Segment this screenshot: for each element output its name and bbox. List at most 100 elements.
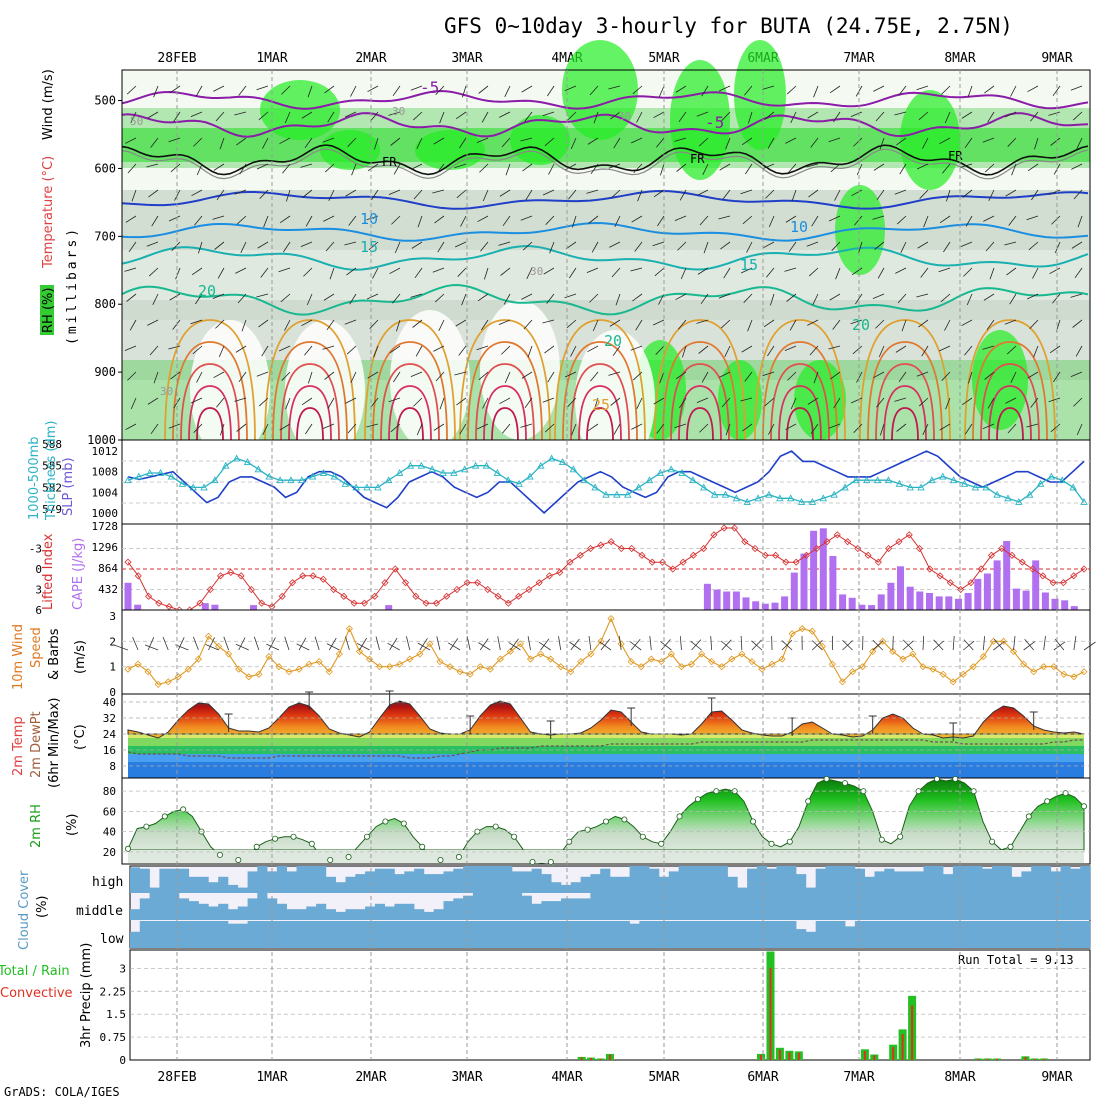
- surface-barb-78: [902, 639, 914, 651]
- barb-207: [435, 371, 445, 382]
- thickness-point-15: [287, 476, 295, 484]
- barb-450: [828, 137, 841, 143]
- thickness-point-48: [645, 476, 654, 484]
- barb-171: [393, 163, 401, 175]
- barb-296: [587, 137, 599, 145]
- barb-301: [586, 267, 599, 273]
- cloud-cell-0-81: [923, 866, 934, 893]
- cloud-cell-2-65: [766, 921, 777, 948]
- cloud-cell-1-86: [972, 893, 983, 920]
- barb-214: [456, 189, 467, 199]
- barb-580: [1028, 241, 1039, 251]
- barb-309: [610, 111, 621, 120]
- barb-514: [921, 345, 929, 357]
- barb-224: [478, 85, 489, 94]
- thickness-point-27: [417, 461, 426, 469]
- barb-300: [591, 241, 599, 253]
- barb-182: [410, 85, 423, 91]
- rh2m-point-68: [750, 818, 757, 825]
- lifted-index-point-26: [391, 565, 399, 573]
- cloud-cell-0-86: [972, 866, 983, 893]
- barb-109: [281, 371, 291, 381]
- barb-240: [501, 137, 511, 148]
- cloud-cell-1-38: [502, 893, 513, 920]
- barb-139: [322, 423, 335, 429]
- barb-102: [286, 189, 291, 202]
- thickness-point-38: [537, 461, 545, 469]
- barb-574: [1027, 85, 1039, 93]
- barb-439: [811, 215, 819, 227]
- barb-525: [938, 267, 951, 273]
- barb-53: [196, 371, 203, 383]
- cloud-cell-0-60: [717, 866, 728, 893]
- barb-430: [784, 345, 797, 351]
- barb-227: [479, 163, 489, 173]
- cloud-cell-1-6: [188, 901, 199, 920]
- barb-563: [1011, 163, 1017, 176]
- barb-63: [217, 267, 225, 279]
- cloud-cell-2-13: [257, 921, 268, 948]
- barb-231: [484, 267, 489, 280]
- thickness-point-34: [493, 469, 502, 476]
- barb-517: [922, 423, 929, 435]
- surface-barb-37: [497, 636, 501, 651]
- cloud-cell-0-8: [208, 882, 219, 893]
- rh2m-point-32: [419, 843, 426, 850]
- surface-barb-0: [114, 644, 129, 651]
- barb-25: [153, 371, 159, 384]
- barb-330: [632, 293, 643, 302]
- thickness-point-33: [482, 461, 491, 469]
- wind10m-units: (m/s): [73, 640, 88, 674]
- cloud-cell-2-27: [394, 921, 405, 948]
- thickness-point-28: [428, 465, 436, 473]
- barb-550: [988, 189, 995, 201]
- barb-13: [125, 423, 137, 431]
- wind-point-42: [547, 655, 555, 663]
- cloud-cell-0-28: [404, 871, 415, 893]
- cloud-cell-0-84: [952, 866, 963, 893]
- barb-108: [278, 345, 291, 352]
- precip-label: 3hr Precip (mm): [79, 943, 94, 1048]
- wind-point-88: [1009, 647, 1018, 656]
- thickness-point-72: [906, 483, 914, 491]
- barb-322: [632, 85, 643, 95]
- cloud-cell-2-74: [854, 921, 865, 948]
- cloud-cell-2-60: [717, 921, 728, 948]
- cape-bar-74: [839, 594, 847, 610]
- cloud-cell-1-4: [169, 893, 180, 920]
- barb-361: [675, 371, 687, 380]
- surface-barb-75: [872, 639, 884, 651]
- contour-label-5: 10: [360, 210, 378, 228]
- cape-bar-77: [868, 605, 876, 610]
- barb-289: [566, 319, 577, 329]
- thickness-point-80: [993, 490, 1001, 498]
- cape-bar-95: [1041, 592, 1049, 610]
- rh2m-point-14: [253, 843, 260, 850]
- cloud-middle-label: middle: [76, 904, 123, 919]
- warm-loop-4-4: [586, 407, 614, 441]
- barb-64: [212, 293, 225, 299]
- cloud-cell-1-53: [649, 893, 660, 920]
- barb-412: [763, 241, 775, 249]
- cape-bar-27: [385, 605, 393, 610]
- date-label-bottom-2MAR: 2MAR: [355, 1070, 386, 1085]
- barb-307: [587, 423, 599, 432]
- barb-220: [458, 345, 467, 356]
- cloud-cell-2-93: [1041, 921, 1052, 948]
- cloud-cell-1-92: [1031, 893, 1042, 920]
- cloud-cell-1-75: [864, 893, 875, 920]
- cloud-cell-0-72: [835, 866, 846, 893]
- barb-426: [788, 241, 797, 253]
- rh2m-point-84: [897, 833, 904, 840]
- barb-119: [303, 267, 313, 277]
- barb-404: [740, 397, 753, 402]
- wind-point-63: [758, 665, 766, 673]
- wind-point-5: [174, 673, 182, 681]
- barb-241: [505, 163, 511, 176]
- cloud-cell-0-47: [590, 874, 601, 893]
- lifted-index-point-88: [1029, 565, 1037, 573]
- barb-306: [594, 397, 599, 410]
- rh2m-point-104: [1081, 803, 1088, 810]
- thickness-point-86: [1058, 476, 1067, 484]
